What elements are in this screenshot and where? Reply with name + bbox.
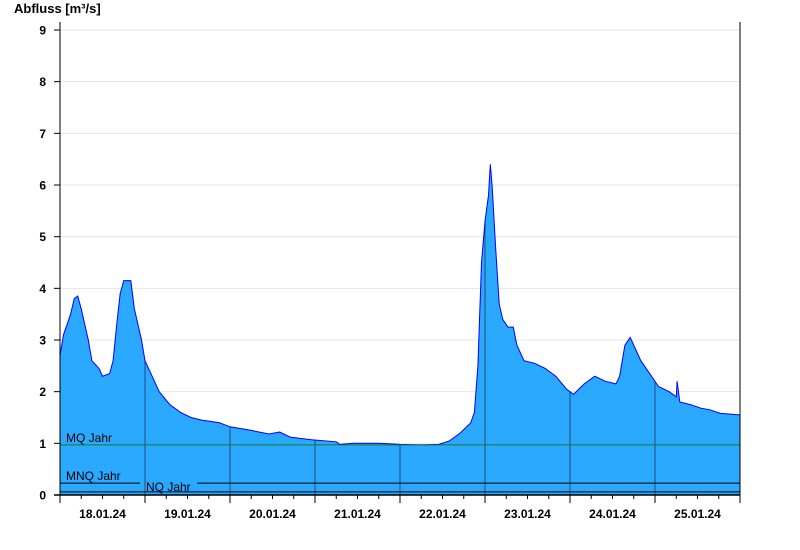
discharge-line (59, 164, 741, 446)
y-tick-label: 1 (39, 437, 46, 451)
y-tick-label: 3 (39, 334, 46, 348)
mnq-label: MNQ Jahr (66, 469, 121, 483)
x-tick-label: 19.01.24 (164, 507, 211, 521)
y-tick-label: 4 (39, 282, 46, 296)
y-tick-label: 2 (39, 385, 46, 399)
y-tick-label: 9 (39, 24, 46, 38)
y-tick-label: 6 (39, 179, 46, 193)
x-tick-label: 20.01.24 (249, 507, 296, 521)
x-tick-label: 21.01.24 (334, 507, 381, 521)
y-tick-label: 0 (39, 489, 46, 503)
y-tick-label: 8 (39, 75, 46, 89)
y-tick-label: 7 (39, 127, 46, 141)
x-tick-label: 22.01.24 (419, 507, 466, 521)
x-tick-label: 24.01.24 (589, 507, 636, 521)
x-tick-label: 23.01.24 (504, 507, 551, 521)
x-tick-label: 25.01.24 (674, 507, 721, 521)
y-tick-label: 5 (39, 230, 46, 244)
x-tick-label: 18.01.24 (79, 507, 126, 521)
y-axis-label: Abfluss [m³/s] (14, 1, 101, 16)
nq-label: NQ Jahr (146, 480, 191, 494)
mq-label: MQ Jahr (66, 431, 112, 445)
